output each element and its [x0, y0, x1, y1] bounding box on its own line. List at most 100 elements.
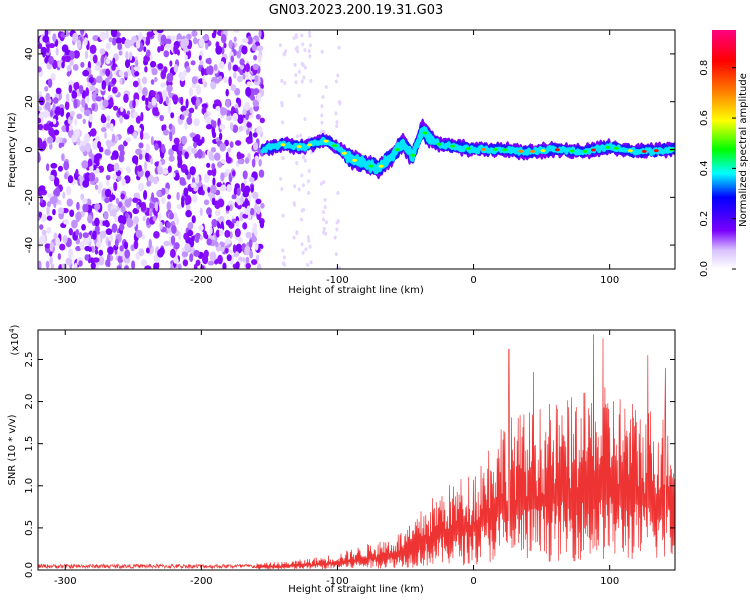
noise-speck [55, 136, 61, 144]
noise-speck [52, 208, 56, 216]
noise-speck [171, 144, 179, 152]
noise-speck [132, 208, 138, 214]
noise-speck [151, 97, 157, 106]
noise-speck [116, 265, 122, 269]
noise-speck [176, 217, 180, 226]
noise-speck [227, 61, 232, 71]
noise-speck [188, 107, 195, 114]
noise-speck [162, 129, 170, 136]
noise-speck [248, 239, 253, 249]
faint-speck [281, 261, 285, 266]
noise-speck [150, 90, 156, 97]
faint-speck [295, 230, 299, 235]
noise-speck [233, 71, 237, 79]
y-tick-label: 40 [24, 48, 35, 61]
noise-speck [104, 197, 110, 204]
noise-speck [172, 94, 179, 103]
track-peak [627, 149, 633, 153]
faint-speck [294, 47, 298, 52]
noise-speck [217, 198, 225, 208]
noise-speck [138, 142, 144, 149]
noise-speck [187, 145, 193, 151]
noise-speck [243, 178, 248, 185]
noise-speck [73, 98, 78, 109]
noise-speck [159, 221, 163, 230]
noise-speck [66, 64, 72, 72]
noise-speck [84, 254, 90, 261]
colorbar-tick-label: 0.8 [699, 60, 710, 76]
faint-speck [300, 173, 304, 178]
noise-speck [218, 132, 223, 141]
faint-speck [335, 227, 339, 232]
noise-speck [62, 234, 68, 244]
noise-speck [82, 232, 89, 239]
faint-speck [336, 190, 340, 195]
colorbar-tick-label: 0.6 [699, 110, 710, 126]
noise-speck [135, 59, 139, 67]
noise-speck [188, 112, 192, 119]
noise-speck [133, 239, 139, 250]
noise-speck [81, 160, 89, 169]
noise-speck [173, 137, 180, 145]
faint-speck [303, 117, 307, 122]
noise-speck [97, 140, 102, 149]
noise-speck [58, 264, 63, 269]
noise-speck [209, 251, 217, 262]
noise-speck [236, 50, 242, 59]
noise-speck [140, 259, 148, 267]
track-peak [296, 145, 302, 149]
faint-speck [322, 230, 326, 235]
noise-speck [143, 55, 150, 63]
noise-speck [252, 222, 258, 230]
noise-speck [94, 249, 99, 255]
snr-multiplier-close: ) [10, 324, 21, 328]
x-tick-label: -200 [190, 576, 213, 587]
noise-speck [135, 40, 141, 49]
noise-speck [49, 256, 53, 265]
noise-speck [99, 48, 106, 55]
noise-speck [104, 131, 108, 140]
noise-speck [195, 174, 200, 184]
noise-speck [38, 139, 43, 149]
noise-speck [166, 201, 172, 211]
noise-speck [62, 138, 67, 144]
noise-speck [252, 132, 258, 138]
noise-speck [256, 205, 261, 215]
noise-speck [85, 142, 91, 153]
noise-speck [245, 256, 250, 264]
noise-speck [95, 61, 102, 67]
noise-speck [146, 31, 154, 38]
faint-speck [278, 43, 282, 48]
noise-speck [165, 96, 169, 105]
noise-speck [154, 201, 159, 212]
faint-speck [296, 134, 300, 139]
noise-speck [189, 253, 194, 263]
noise-speck [133, 92, 140, 102]
noise-speck [51, 195, 58, 204]
noise-speck [177, 263, 182, 269]
noise-speck [117, 42, 123, 51]
noise-speck [233, 186, 237, 197]
noise-speck [44, 101, 51, 110]
noise-speck [119, 78, 123, 85]
spectrogram-y-axis: -40 -20 0 20 40 [24, 48, 675, 253]
noise-speck [183, 187, 189, 197]
noise-speck [252, 88, 260, 95]
noise-speck [69, 209, 75, 217]
noise-speck [207, 169, 213, 176]
faint-speck [319, 181, 323, 186]
noise-speck [89, 85, 96, 92]
y-tick-label: 2.0 [24, 394, 35, 410]
y-tick-label: 0 [24, 146, 35, 152]
noise-speck [89, 44, 97, 55]
noise-speck [57, 165, 63, 172]
noise-speck [161, 143, 166, 154]
noise-speck [111, 77, 117, 85]
noise-speck [109, 97, 114, 106]
track-peak [613, 146, 619, 150]
noise-speck [220, 34, 227, 44]
noise-speck [71, 219, 78, 229]
noise-speck [164, 43, 172, 50]
spectrogram-x-label: Height of straight line (km) [288, 285, 424, 296]
noise-speck [104, 148, 111, 156]
